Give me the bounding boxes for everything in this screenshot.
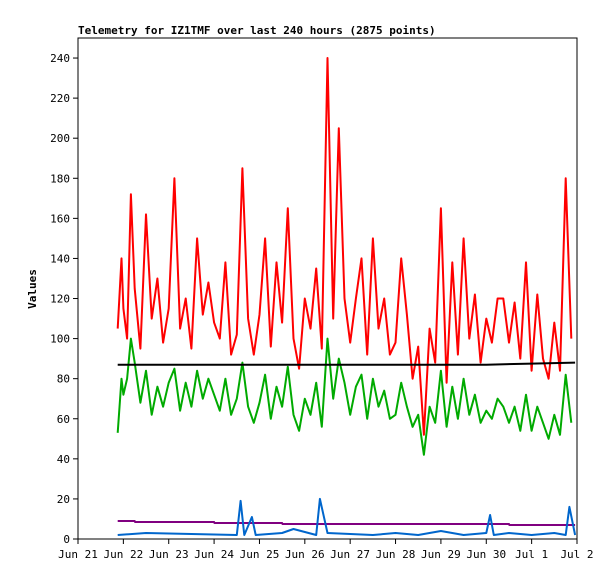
y-tick-label: 120 — [50, 293, 70, 306]
x-axis: Jun 21 Jun 22 Jun 23 Jun 24 Jun 25 Jun 26 Jun … — [58, 539, 594, 561]
y-tick-label: 60 — [57, 413, 70, 426]
y-tick-label: 100 — [50, 333, 70, 346]
y-tick-label: 240 — [50, 52, 70, 65]
y-tick-label: 160 — [50, 212, 70, 225]
x-tick-label: Jun 21 — [58, 548, 98, 561]
y-tick-label: 200 — [50, 132, 70, 145]
x-tick-label: Jun 28 — [376, 548, 416, 561]
x-tick-label: Jun 26 — [285, 548, 325, 561]
y-tick-label: 20 — [57, 493, 70, 506]
series-line-3 — [117, 520, 576, 526]
plot-frame — [77, 37, 578, 540]
y-tick-label: 0 — [63, 533, 70, 546]
y-tick-label: 80 — [57, 373, 70, 386]
x-tick-label: Jun 23 — [149, 548, 189, 561]
y-tick-label: 40 — [57, 453, 70, 466]
chart-title: Telemetry for IZ1TMF over last 240 hours… — [78, 24, 436, 37]
x-tick-label: Jun 22 — [103, 548, 143, 561]
x-tick-label: Jun 30 — [466, 548, 506, 561]
x-tick-label: Jul 2 — [560, 548, 593, 561]
series-layer — [116, 57, 577, 536]
y-tick-label: 140 — [50, 252, 70, 265]
series-line-2 — [117, 361, 576, 366]
y-axis-label: Values — [26, 269, 39, 309]
x-tick-label: Jun 25 — [240, 548, 280, 561]
series-line-0 — [116, 57, 573, 436]
x-tick-label: Jun 24 — [194, 548, 234, 561]
series-line-4 — [117, 497, 577, 536]
x-tick-label: Jun 27 — [330, 548, 370, 561]
y-tick-label: 220 — [50, 92, 70, 105]
x-tick-label: Jun 29 — [421, 548, 461, 561]
y-axis: 0 20 40 60 80 100 120 140 160 180 200 220 240 — [50, 52, 78, 546]
y-tick-label: 180 — [50, 172, 70, 185]
series-line-1 — [116, 337, 573, 456]
x-tick-label: Jul 1 — [515, 548, 548, 561]
